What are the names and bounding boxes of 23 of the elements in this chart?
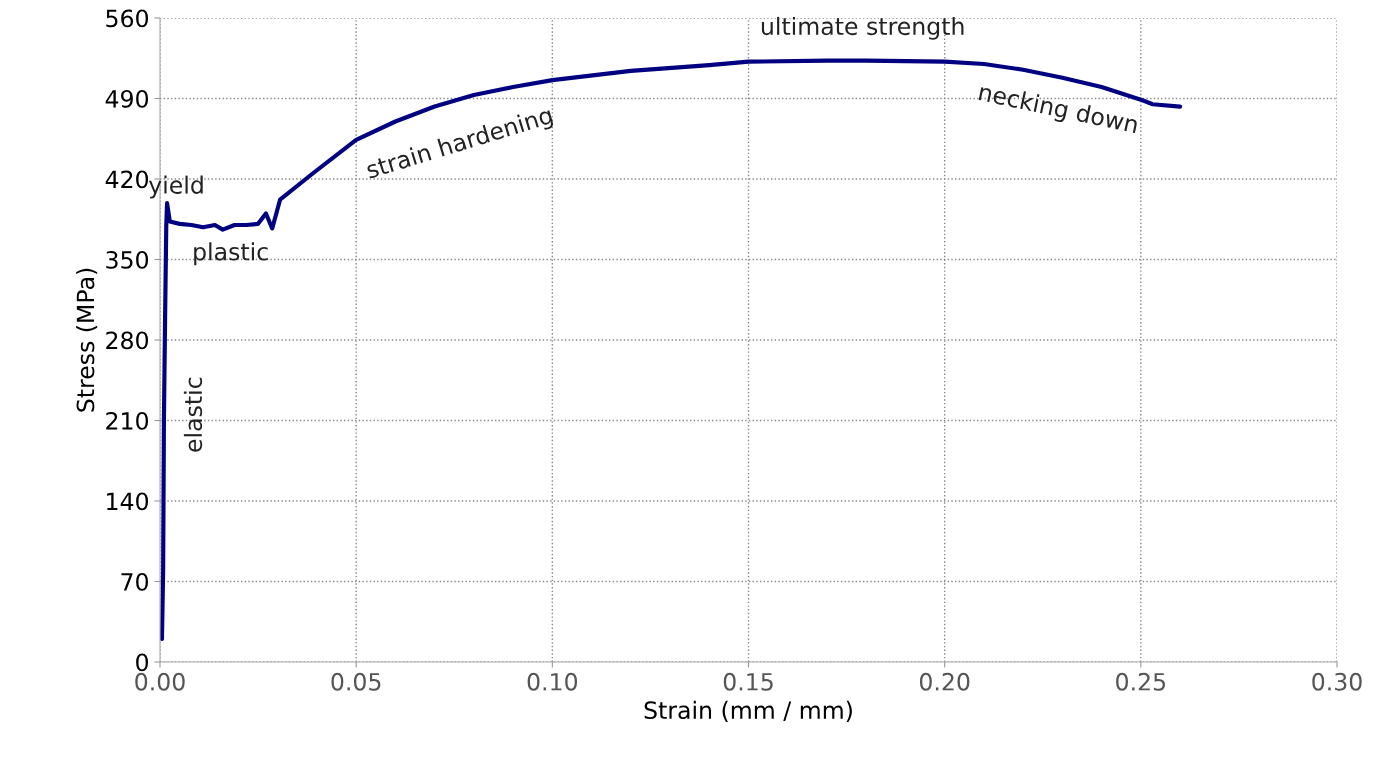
- x-tick-label: 0.00: [135, 672, 185, 691]
- y-tick-label: 70: [121, 572, 149, 591]
- y-tick-label: 350: [106, 250, 149, 269]
- y-tick-label: 140: [107, 492, 149, 511]
- y-tick-label: 420: [105, 170, 149, 189]
- x-tick-label: 0.15: [723, 672, 773, 691]
- y-tick-label: 490: [105, 89, 149, 108]
- annotation: yield: [148, 175, 203, 199]
- x-tick-label: 0.10: [527, 672, 578, 691]
- y-tick-label: 0: [136, 653, 149, 672]
- x-tick-label: 0.20: [919, 672, 970, 691]
- annotation: necking down: [977, 82, 1139, 138]
- y-axis-title: Stress (MPa): [76, 268, 98, 412]
- x-tick-label: 0.25: [1116, 672, 1166, 691]
- x-axis-title: Strain (mm / mm): [644, 700, 852, 722]
- annotation: elastic: [183, 377, 203, 452]
- annotation: ultimate strength: [761, 16, 964, 40]
- y-tick-label: 560: [106, 9, 149, 28]
- x-tick-label: 0.05: [331, 672, 381, 691]
- y-tick-label: 280: [106, 331, 149, 350]
- annotation: plastic: [194, 242, 268, 266]
- x-tick-label: 0.30: [1312, 672, 1362, 691]
- y-tick-label: 210: [106, 411, 149, 430]
